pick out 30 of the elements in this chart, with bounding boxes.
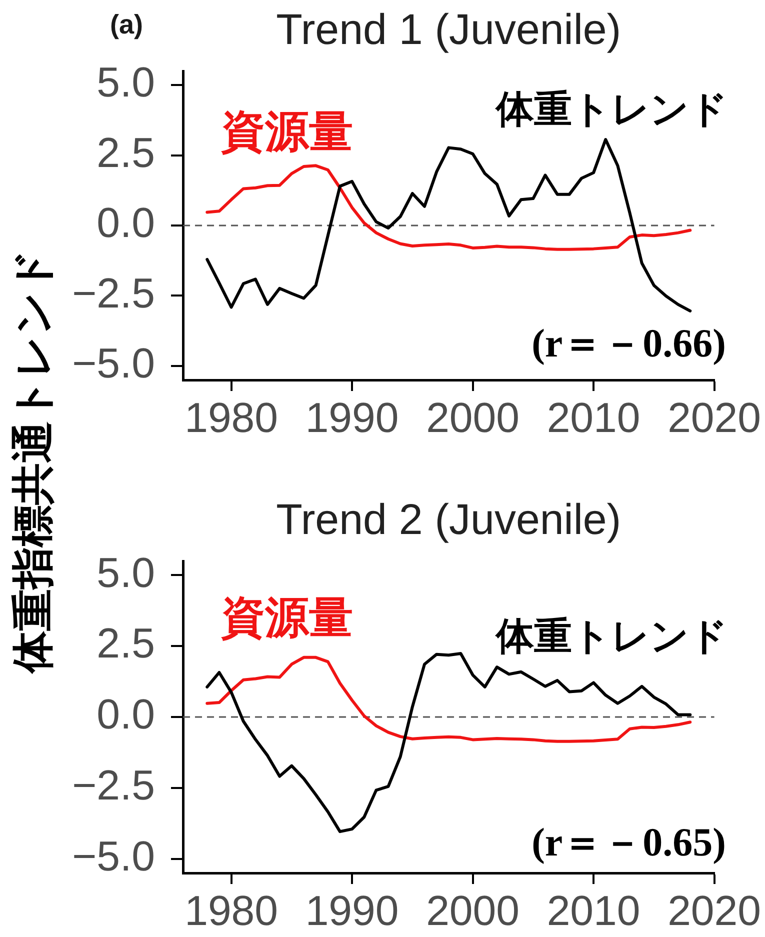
y-tick-label: 5.0 [96,548,155,596]
y-tick-label: −5.0 [72,340,155,387]
x-tick-label: 2020 [668,886,761,934]
x-tick-label: 2020 [668,394,761,441]
x-tick-label: 2010 [546,886,640,934]
annotation: (r＝－0.66) [532,320,726,366]
series-label: 体重トレンド [494,614,728,658]
chart-title: Trend 1 (Juvenile) [276,6,622,54]
y-tick-label: −5.0 [72,832,155,880]
x-tick-label: 1980 [184,394,278,441]
y-tick-label: 5.0 [96,58,155,106]
y-tick-label: 2.5 [96,620,155,667]
annotation: (r＝－0.65) [532,819,726,864]
series-label: 資源量 [221,592,353,644]
x-tick-label: 1990 [305,394,399,441]
y-tick-label: −2.5 [72,761,155,808]
y-tick-label: 2.5 [96,128,155,176]
x-tick-label: 2010 [546,394,640,441]
x-tick-label: 1990 [305,886,399,934]
y-axis-title: 体重指標共通トレンド [8,249,57,673]
x-tick-label: 2000 [426,886,520,934]
text: (a) [110,9,143,40]
y-tick-label: 0.0 [96,690,155,738]
chart-title: Trend 2 (Juvenile) [276,496,622,544]
x-tick-label: 2000 [426,394,520,441]
series-label: 資源量 [221,106,353,158]
y-tick-label: −2.5 [72,269,155,316]
y-tick-label: 0.0 [96,199,155,246]
x-tick-label: 1980 [184,886,278,934]
series-label: 体重トレンド [494,86,728,131]
